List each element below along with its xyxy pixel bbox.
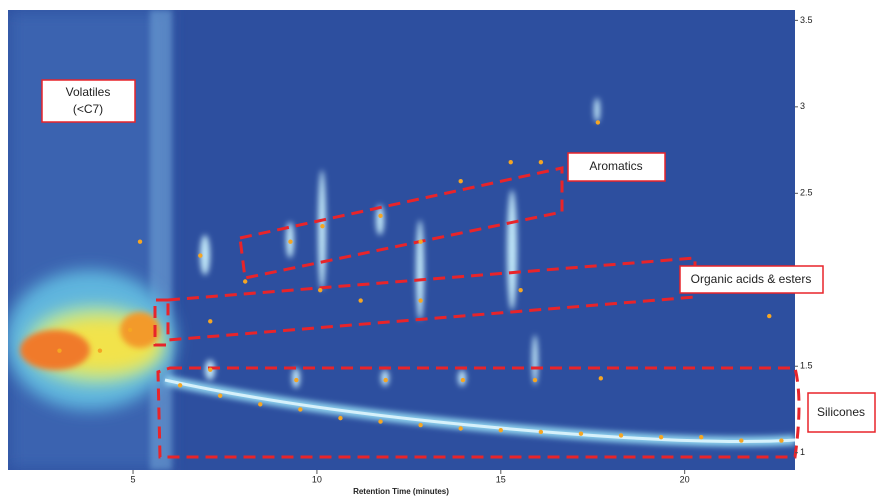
data-point: [458, 179, 463, 184]
annotation: Volatiles: [66, 85, 111, 99]
data-point: [418, 239, 423, 244]
data-point: [358, 298, 363, 303]
annotation: Organic acids & esters: [691, 272, 812, 286]
data-point: [288, 239, 293, 244]
data-point: [97, 348, 103, 353]
y-tick-label: 1: [800, 447, 805, 457]
data-point: [198, 253, 203, 258]
data-point: [518, 287, 523, 293]
data-point: [418, 422, 423, 428]
data-point: [498, 428, 503, 433]
data-point: [137, 239, 143, 244]
data-point: [378, 419, 383, 424]
region-outlines: [153, 166, 801, 459]
data-point: [243, 279, 248, 284]
data-point: [460, 377, 466, 383]
data-point: [318, 287, 323, 293]
annotation: (<C7): [73, 102, 103, 116]
data-point: [598, 376, 604, 381]
data-point: [618, 433, 624, 438]
data-point: [378, 213, 383, 218]
x-tick-label: 15: [496, 474, 506, 484]
annotation: Silicones: [817, 405, 865, 419]
data-point: [739, 438, 744, 443]
data-point: [538, 429, 544, 435]
y-tick-label: 2.5: [800, 188, 813, 198]
annotation: Aromatics: [589, 159, 642, 173]
data-point: [699, 434, 704, 440]
x-axis-title: Retention Time (minutes): [353, 487, 449, 496]
data-point: [338, 415, 343, 421]
data-point: [177, 383, 183, 388]
data-point: [294, 377, 299, 383]
x-tick-label: 5: [131, 474, 136, 484]
data-point: [595, 120, 601, 125]
data-point: [208, 319, 213, 324]
data-point: [298, 407, 303, 412]
data-point: [458, 426, 463, 431]
data-point: [418, 298, 423, 303]
data-point: [578, 431, 584, 436]
data-point: [532, 377, 538, 383]
data-point: [217, 393, 223, 398]
data-point: [658, 434, 664, 440]
data-point: [383, 377, 388, 383]
data-point: [538, 159, 544, 165]
data-point: [320, 223, 325, 229]
data-point: [57, 348, 62, 353]
x-tick-label: 10: [312, 474, 322, 484]
data-point: [779, 438, 784, 443]
data-point: [127, 327, 133, 333]
data-point: [767, 313, 772, 319]
y-tick-label: 1.5: [800, 361, 813, 371]
y-tick-label: 3.5: [800, 15, 813, 25]
annotation-boxes: [41, 79, 876, 433]
y-tick-label: 3: [800, 101, 805, 111]
data-point: [208, 367, 213, 372]
data-point: [508, 159, 513, 165]
x-tick-label: 20: [680, 474, 690, 484]
heatmap: [8, 10, 795, 470]
data-point: [258, 402, 263, 407]
